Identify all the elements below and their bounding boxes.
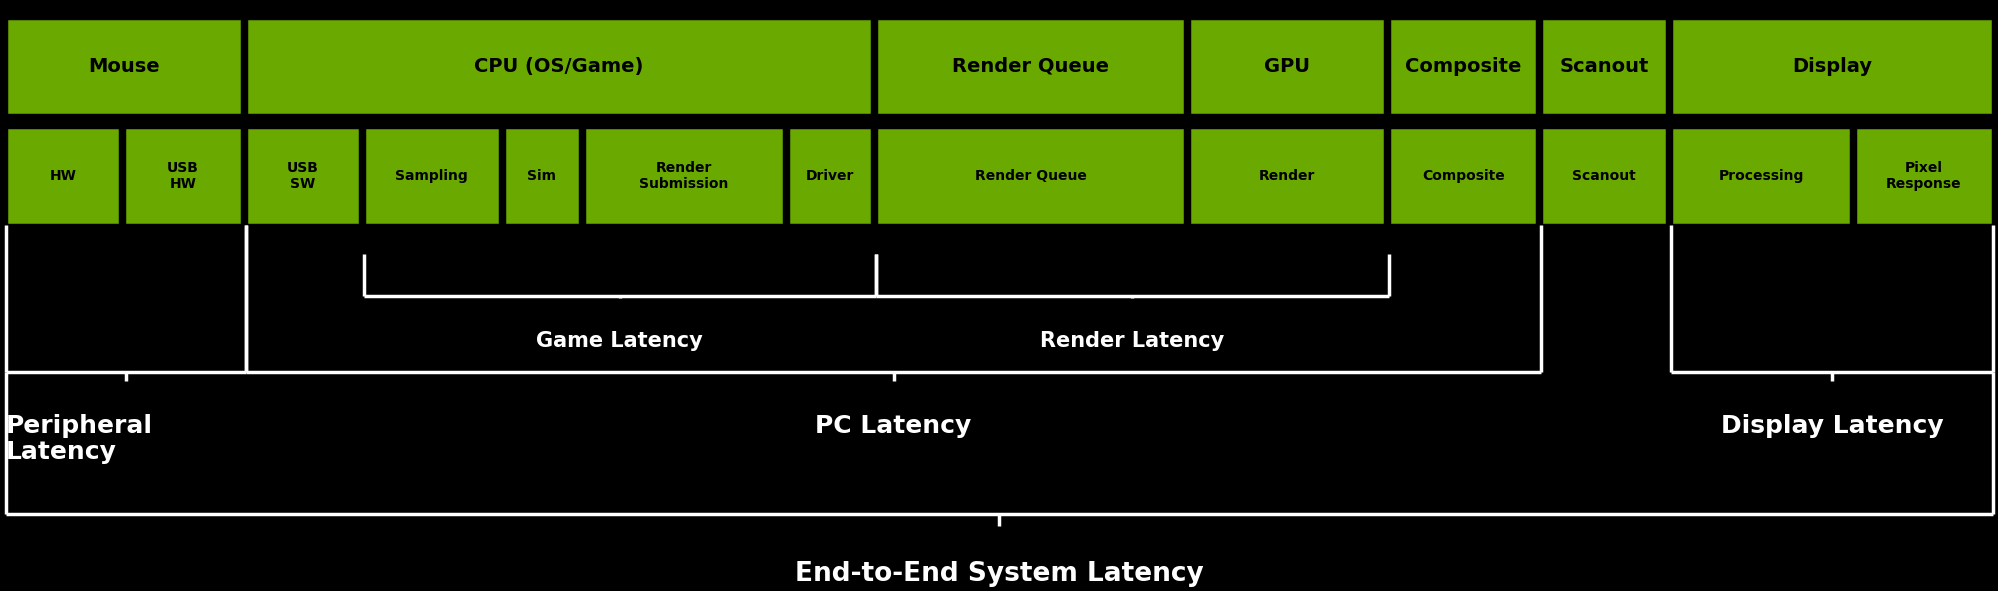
Text: Processing: Processing [1718,169,1802,183]
Text: Render: Render [1259,169,1315,183]
Text: Pixel
Response: Pixel Response [1886,161,1960,191]
FancyBboxPatch shape [1670,18,1992,115]
FancyBboxPatch shape [583,127,783,225]
Text: Game Latency: Game Latency [535,331,703,351]
Text: Render Latency: Render Latency [1039,331,1225,351]
FancyBboxPatch shape [1854,127,1992,225]
Text: Display Latency: Display Latency [1720,414,1942,438]
Text: Render
Submission: Render Submission [639,161,727,191]
Text: Render Queue: Render Queue [951,57,1109,76]
Text: CPU (OS/Game): CPU (OS/Game) [474,57,643,76]
FancyBboxPatch shape [875,18,1185,115]
FancyBboxPatch shape [875,127,1185,225]
Text: PC Latency: PC Latency [815,414,971,438]
FancyBboxPatch shape [1540,18,1666,115]
Text: Peripheral
Latency: Peripheral Latency [6,414,154,463]
Text: GPU: GPU [1263,57,1311,76]
FancyBboxPatch shape [1389,18,1536,115]
FancyBboxPatch shape [1670,127,1850,225]
FancyBboxPatch shape [1540,127,1666,225]
Text: USB
HW: USB HW [168,161,198,191]
Text: Composite: Composite [1421,169,1504,183]
Text: Scanout: Scanout [1558,57,1648,76]
FancyBboxPatch shape [503,127,579,225]
FancyBboxPatch shape [124,127,242,225]
FancyBboxPatch shape [787,127,871,225]
FancyBboxPatch shape [6,18,242,115]
FancyBboxPatch shape [364,127,500,225]
FancyBboxPatch shape [1389,127,1536,225]
Text: Mouse: Mouse [88,57,160,76]
Text: USB
SW: USB SW [288,161,318,191]
FancyBboxPatch shape [246,127,360,225]
FancyBboxPatch shape [6,127,120,225]
Text: Sim: Sim [527,169,555,183]
Text: Composite: Composite [1405,57,1520,76]
Text: Sampling: Sampling [396,169,468,183]
Text: HW: HW [50,169,76,183]
Text: End-to-End System Latency: End-to-End System Latency [795,561,1203,587]
Text: Display: Display [1790,57,1872,76]
Text: Render Queue: Render Queue [975,169,1085,183]
Text: Scanout: Scanout [1572,169,1634,183]
FancyBboxPatch shape [1189,127,1385,225]
FancyBboxPatch shape [1189,18,1385,115]
FancyBboxPatch shape [246,18,871,115]
Text: Driver: Driver [805,169,853,183]
